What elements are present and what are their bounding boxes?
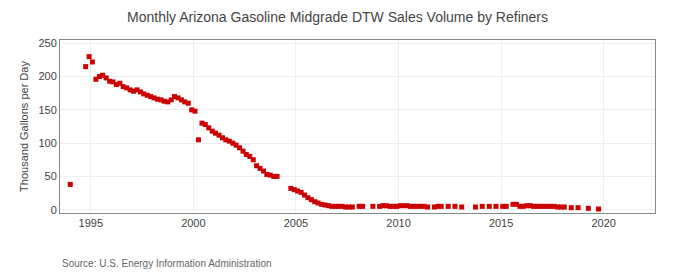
svg-text:2020: 2020 [591, 217, 615, 229]
svg-text:100: 100 [38, 137, 56, 149]
svg-text:2015: 2015 [489, 217, 513, 229]
svg-text:Thousand Gallons per Day: Thousand Gallons per Day [18, 61, 30, 192]
svg-text:250: 250 [38, 37, 56, 49]
svg-text:2000: 2000 [181, 217, 205, 229]
svg-text:200: 200 [38, 70, 56, 82]
svg-text:1995: 1995 [79, 217, 103, 229]
svg-text:50: 50 [45, 170, 57, 182]
svg-text:0: 0 [51, 204, 57, 216]
svg-text:Monthly Arizona Gasoline Midgr: Monthly Arizona Gasoline Midgrade DTW Sa… [127, 9, 548, 25]
svg-text:2005: 2005 [284, 217, 308, 229]
svg-text:150: 150 [38, 104, 56, 116]
svg-text:2010: 2010 [386, 217, 410, 229]
svg-text:Source: U.S. Energy Informatio: Source: U.S. Energy Information Administ… [62, 258, 272, 269]
